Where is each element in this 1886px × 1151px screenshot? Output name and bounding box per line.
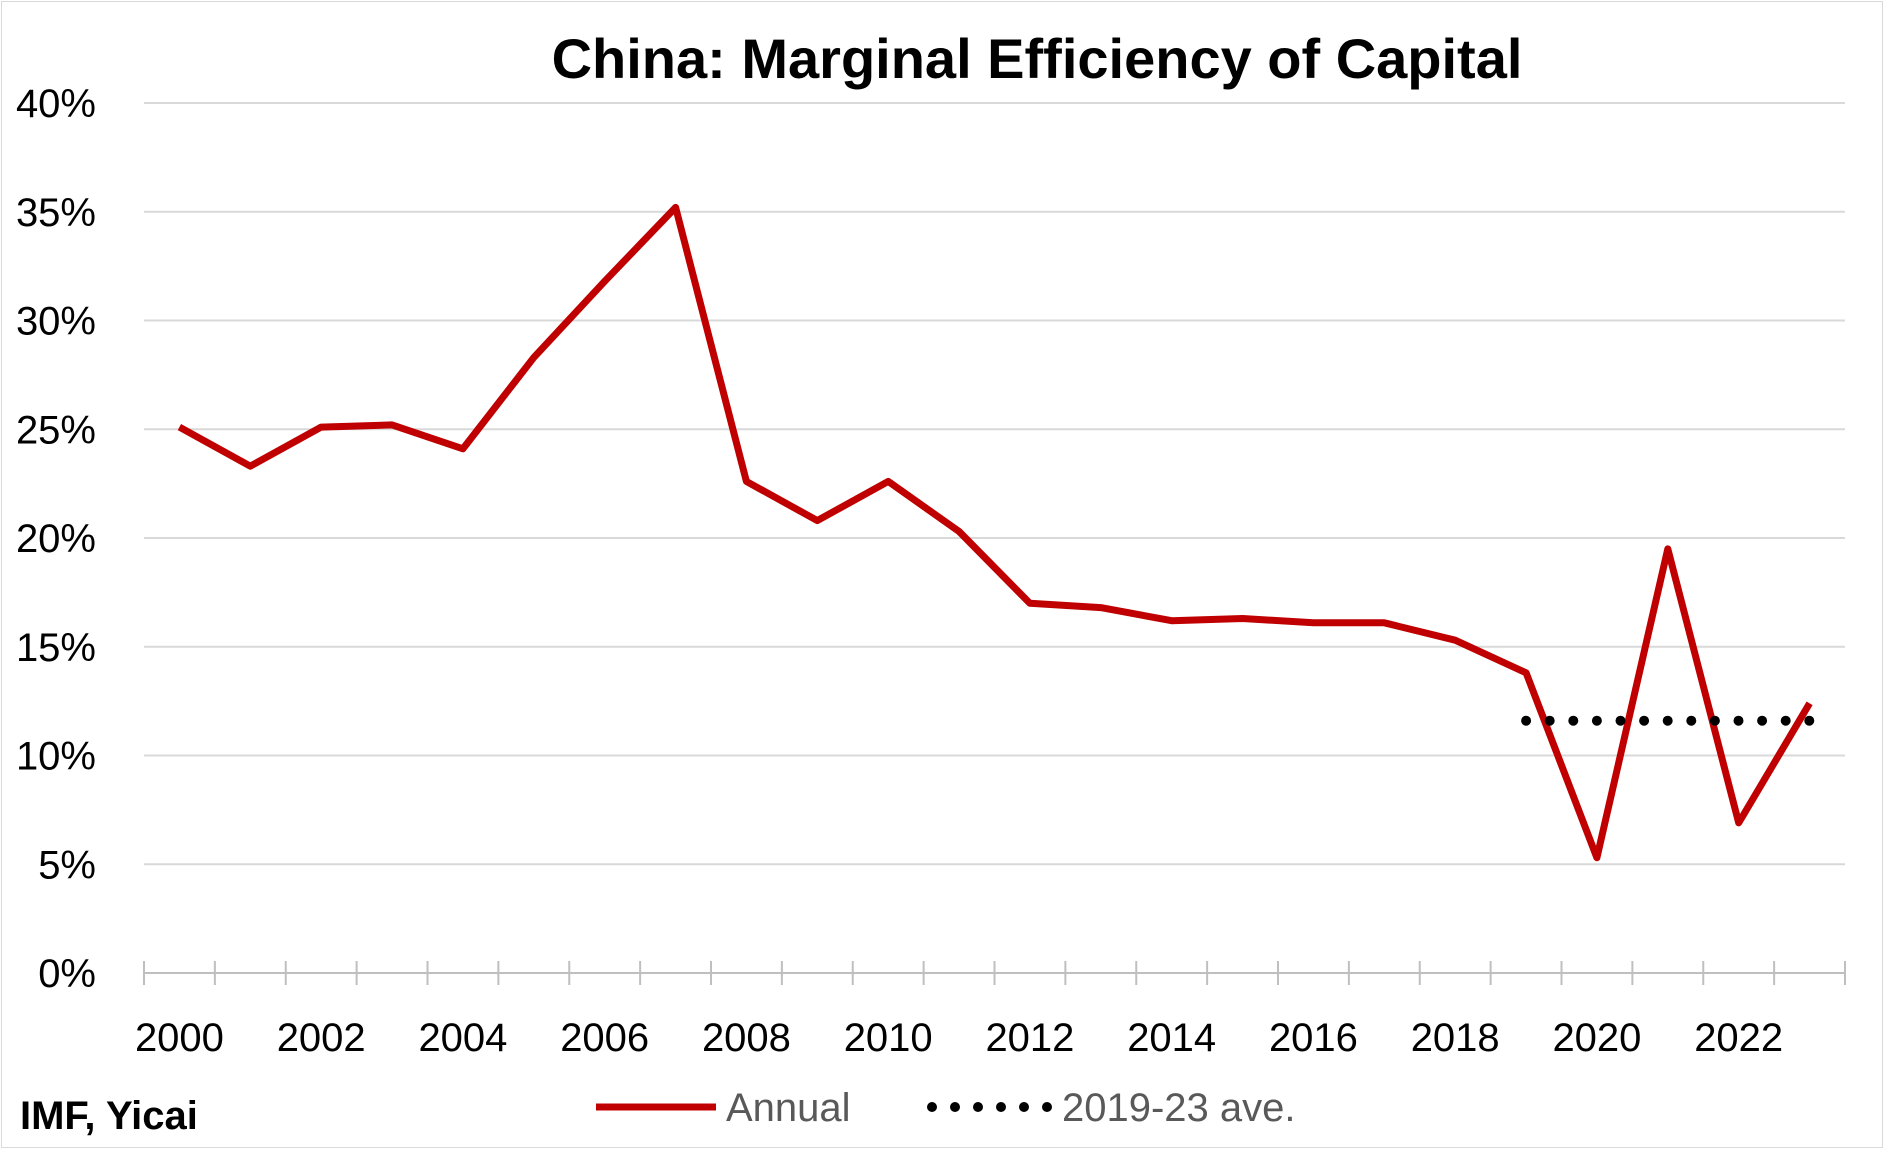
x-tick-label: 2018 bbox=[1411, 1016, 1500, 1060]
x-tick-label: 2012 bbox=[985, 1016, 1074, 1060]
y-tick-label: 30% bbox=[16, 300, 96, 344]
legend-label-annual: Annual bbox=[726, 1086, 851, 1130]
x-tick-label: 2004 bbox=[418, 1016, 507, 1060]
x-axis-tick-labels: 2000 2002 2004 2006 2008 2010 2012 2014 2016 2018… bbox=[135, 1016, 1783, 1060]
series-layer bbox=[177, 203, 1815, 862]
gridlines bbox=[144, 102, 1845, 866]
x-tick-label: 2014 bbox=[1127, 1016, 1216, 1060]
x-axis bbox=[143, 961, 1846, 985]
y-tick-label: 10% bbox=[16, 735, 96, 779]
y-tick-label: 0% bbox=[38, 952, 96, 996]
y-tick-label: 15% bbox=[16, 626, 96, 670]
y-tick-label: 25% bbox=[16, 408, 96, 452]
x-tick-label: 2002 bbox=[277, 1016, 366, 1060]
x-tick-label: 2016 bbox=[1269, 1016, 1358, 1060]
x-tick-label: 2008 bbox=[702, 1016, 791, 1060]
series-line-annual bbox=[177, 203, 1813, 862]
x-tick-label: 2010 bbox=[844, 1016, 933, 1060]
x-tick-label: 2022 bbox=[1694, 1016, 1783, 1060]
y-axis-tick-labels: 0% 5% 10% 15% 20% 25% 30% 35% 40% bbox=[16, 82, 96, 996]
x-tick-label: 2020 bbox=[1552, 1016, 1641, 1060]
y-tick-label: 5% bbox=[38, 843, 96, 887]
source-note: IMF, Yicai bbox=[20, 1094, 198, 1138]
legend: Annual 2019-23 ave. bbox=[596, 1086, 1296, 1130]
legend-label-average: 2019-23 ave. bbox=[1062, 1086, 1296, 1130]
y-tick-label: 40% bbox=[16, 82, 96, 126]
y-tick-label: 35% bbox=[16, 191, 96, 235]
y-tick-label: 20% bbox=[16, 517, 96, 561]
x-tick-label: 2006 bbox=[560, 1016, 649, 1060]
x-tick-label: 2000 bbox=[135, 1016, 224, 1060]
chart-title: China: Marginal Efficiency of Capital bbox=[552, 27, 1523, 90]
